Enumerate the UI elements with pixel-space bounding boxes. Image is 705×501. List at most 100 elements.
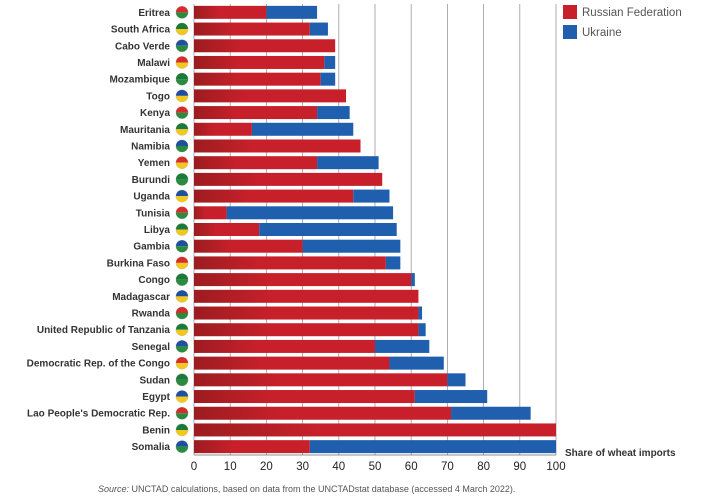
bar-russian-federation-mozambique xyxy=(194,72,321,86)
flag-top-half xyxy=(176,307,188,314)
category-label: Togo xyxy=(146,91,170,102)
flags xyxy=(175,6,189,453)
flag-bottom-half xyxy=(176,229,188,236)
x-tick-label: 70 xyxy=(441,461,454,473)
category-label: United Republic of Tanzania xyxy=(37,325,171,336)
bar-russian-federation-rwanda xyxy=(194,306,419,320)
legend-swatch-russian-federation xyxy=(563,5,577,19)
flag-top-half xyxy=(176,323,188,330)
flag-bottom-half xyxy=(176,246,188,253)
legend-label-russian-federation: Russian Federation xyxy=(582,7,682,19)
bar-russian-federation-madagascar xyxy=(194,289,419,303)
bar-russian-federation-south-africa xyxy=(194,22,310,36)
source-text: UNCTAD calculations, based on data from … xyxy=(131,484,516,494)
x-tick-label: 10 xyxy=(224,461,237,473)
bar-russian-federation-tunisia xyxy=(194,206,227,220)
source-note: Source: UNCTAD calculations, based on da… xyxy=(98,484,515,494)
bar-ukraine-lao-people-s-democratic-rep xyxy=(451,406,531,420)
flag-top-half xyxy=(176,423,188,430)
bar-russian-federation-benin xyxy=(194,423,556,437)
flag-top-half xyxy=(176,73,188,80)
x-tick-label: 100 xyxy=(546,461,565,473)
bar-ukraine-somalia xyxy=(309,440,556,454)
flag-bottom-half xyxy=(176,212,188,219)
flag-bottom-half xyxy=(176,79,188,86)
bar-russian-federation-congo xyxy=(194,273,412,287)
flag-bottom-half xyxy=(176,179,188,186)
category-label: Somalia xyxy=(132,442,171,453)
x-tick-label: 80 xyxy=(477,461,490,473)
bar-ukraine-tunisia xyxy=(226,206,394,220)
flag-bottom-half xyxy=(176,45,188,52)
flag-bottom-half xyxy=(176,129,188,136)
flag-bottom-half xyxy=(176,429,188,436)
category-labels: Eritrea South Africa Cabo Verde Malawi Mozam… xyxy=(27,8,171,453)
bar-russian-federation-togo xyxy=(194,89,347,103)
bar-ukraine-yemen xyxy=(317,156,379,170)
flag-top-half xyxy=(176,139,188,146)
category-label: Congo xyxy=(138,275,170,286)
category-label: Malawi xyxy=(137,58,170,69)
flag-bottom-half xyxy=(176,363,188,370)
flag-bottom-half xyxy=(176,279,188,286)
bar-ukraine-uganda xyxy=(353,189,390,203)
x-tick-label: 20 xyxy=(260,461,273,473)
bar-russian-federation-libya xyxy=(194,223,260,236)
category-label: Kenya xyxy=(140,108,170,119)
bar-ukraine-rwanda xyxy=(418,306,423,320)
flag-top-half xyxy=(176,440,188,447)
bar-russian-federation-senegal xyxy=(194,339,375,353)
flag-bottom-half xyxy=(176,329,188,336)
flag-top-half xyxy=(176,357,188,364)
flag-bottom-half xyxy=(176,262,188,269)
flag-top-half xyxy=(176,223,188,230)
legend-swatch-ukraine xyxy=(563,25,577,39)
bar-russian-federation-burkina-faso xyxy=(194,256,386,270)
flag-top-half xyxy=(176,240,188,247)
category-label: Rwanda xyxy=(132,309,171,320)
category-label: Cabo Verde xyxy=(115,41,170,52)
bar-russian-federation-lao-people-s-democratic-rep xyxy=(194,406,452,420)
bar-ukraine-egypt xyxy=(414,390,488,404)
flag-top-half xyxy=(176,6,188,13)
flag-top-half xyxy=(176,273,188,280)
flag-top-half xyxy=(176,340,188,347)
flag-top-half xyxy=(176,106,188,113)
bar-ukraine-eritrea xyxy=(266,5,318,19)
flag-bottom-half xyxy=(176,379,188,386)
flag-bottom-half xyxy=(176,413,188,420)
bar-ukraine-mauritania xyxy=(251,122,354,136)
category-label: Tunisia xyxy=(136,208,171,219)
x-tick-label: 60 xyxy=(405,461,418,473)
category-label: Eritrea xyxy=(138,8,170,19)
category-label: Senegal xyxy=(132,342,171,353)
bar-russian-federation-somalia xyxy=(194,440,310,454)
category-label: Democratic Rep. of the Congo xyxy=(27,359,170,370)
category-label: Madagascar xyxy=(112,292,170,303)
bar-russian-federation-namibia xyxy=(194,139,361,153)
flag-top-half xyxy=(176,256,188,263)
bar-russian-federation-egypt xyxy=(194,390,415,404)
x-tick-label: 90 xyxy=(513,461,526,473)
bar-russian-federation-democratic-rep-of-the-congo xyxy=(194,356,390,370)
flag-top-half xyxy=(176,373,188,380)
flag-bottom-half xyxy=(176,196,188,203)
bar-russian-federation-uganda xyxy=(194,189,354,203)
flag-top-half xyxy=(176,56,188,63)
flag-top-half xyxy=(176,206,188,213)
category-label: Burundi xyxy=(132,175,171,186)
bar-ukraine-kenya xyxy=(317,106,350,120)
bar-ukraine-congo xyxy=(411,273,415,287)
bars xyxy=(194,5,556,454)
x-axis-label: Share of wheat imports xyxy=(565,448,676,459)
category-label: Lao People's Democratic Rep. xyxy=(27,409,170,420)
category-label: Yemen xyxy=(138,158,170,169)
bar-russian-federation-kenya xyxy=(194,106,318,120)
bar-ukraine-burkina-faso xyxy=(385,256,401,270)
bar-russian-federation-burundi xyxy=(194,172,383,186)
flag-bottom-half xyxy=(176,29,188,36)
bar-russian-federation-yemen xyxy=(194,156,318,170)
x-tick-labels: 0 10 20 30 40 50 60 70 80 90 100 xyxy=(191,461,566,473)
bar-ukraine-south-africa xyxy=(309,22,328,36)
